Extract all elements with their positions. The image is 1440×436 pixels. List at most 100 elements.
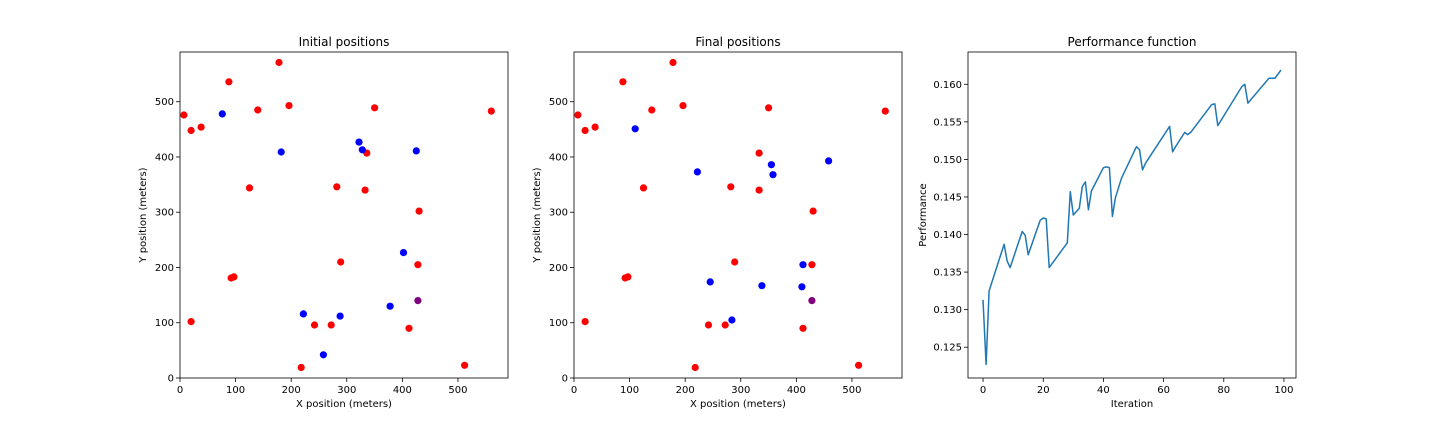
data-point-red xyxy=(245,184,254,192)
chart-panel-1: Initial positions 0 100 200 300 400 500 0 100 200… xyxy=(138,35,509,410)
y-tick-label: 0.130 xyxy=(933,305,962,316)
y-tick-label: 0.140 xyxy=(933,230,962,241)
data-point-red xyxy=(285,102,293,110)
data-point-red xyxy=(414,261,422,269)
chart-title: Final positions xyxy=(695,35,780,49)
y-tick-label: 0 xyxy=(168,374,174,385)
data-point-purple xyxy=(808,297,816,305)
data-point-red xyxy=(371,104,379,112)
y-tick-label: 400 xyxy=(549,152,568,163)
data-point-purple xyxy=(414,297,422,305)
data-point-red xyxy=(731,258,739,266)
x-tick-label: 100 xyxy=(226,385,245,396)
data-point-red xyxy=(855,361,863,369)
x-tick-label: 500 xyxy=(448,385,467,396)
data-point-red xyxy=(591,123,599,131)
data-point-red xyxy=(310,321,319,329)
x-tick-label: 200 xyxy=(676,385,695,396)
data-point-blue xyxy=(706,278,714,286)
chart-title: Initial positions xyxy=(299,35,390,49)
x-tick-label: 400 xyxy=(393,385,412,396)
y-tick-label: 0 xyxy=(562,374,568,385)
data-point-red xyxy=(639,184,648,192)
data-point-red xyxy=(721,321,729,329)
data-point-blue xyxy=(277,148,285,156)
data-point-red xyxy=(405,324,413,332)
chart-panel-2: Final positions 0 100 200 300 400 500 0 100 200 30… xyxy=(532,35,903,410)
data-point-blue xyxy=(758,282,766,290)
data-point-red xyxy=(461,361,469,369)
y-tick-label: 0.160 xyxy=(933,80,962,91)
data-point-red xyxy=(333,183,341,191)
data-point-red xyxy=(415,207,423,215)
y-tick-label: 300 xyxy=(155,208,174,219)
data-point-red xyxy=(669,58,677,67)
data-point-blue xyxy=(299,310,307,318)
y-tick-label: 200 xyxy=(549,263,568,274)
data-point-red xyxy=(225,78,233,86)
data-point-red xyxy=(327,321,335,329)
data-point-blue xyxy=(412,147,420,155)
axes-frame xyxy=(573,51,903,379)
data-point-red xyxy=(727,183,735,191)
data-point-red xyxy=(297,363,305,372)
data-point-blue xyxy=(631,125,639,133)
data-point-red xyxy=(187,318,195,326)
y-tick-label: 0.135 xyxy=(933,268,962,279)
x-tick-label: 200 xyxy=(282,385,301,396)
y-axis-label: Y position (meters) xyxy=(532,167,543,263)
data-point-red xyxy=(704,321,713,329)
x-tick-label: 20 xyxy=(1037,385,1050,396)
data-point-red xyxy=(619,78,627,86)
y-tick-label: 100 xyxy=(155,318,174,329)
data-point-red xyxy=(337,258,345,266)
x-tick-label: 500 xyxy=(842,385,861,396)
data-point-red xyxy=(581,318,589,326)
data-point-blue xyxy=(799,261,807,269)
data-point-red xyxy=(254,106,262,114)
y-tick-label: 500 xyxy=(549,97,568,108)
x-axis-label: X position (meters) xyxy=(296,399,392,410)
x-tick-label: 0 xyxy=(177,385,183,396)
data-point-red xyxy=(624,273,632,281)
x-tick-label: 300 xyxy=(731,385,750,396)
data-point-blue xyxy=(355,138,363,146)
y-tick-label: 100 xyxy=(549,318,568,329)
axes-frame xyxy=(179,51,509,379)
data-point-red xyxy=(755,149,763,157)
data-point-red xyxy=(755,186,763,194)
x-tick-label: 100 xyxy=(1274,385,1293,396)
chart-title: Performance function xyxy=(1068,35,1197,49)
data-point-blue xyxy=(358,146,366,154)
y-axis-label: Performance xyxy=(918,183,929,246)
y-tick-label: 0.145 xyxy=(933,192,962,203)
y-tick-label: 300 xyxy=(549,208,568,219)
x-tick-label: 300 xyxy=(337,385,356,396)
x-tick-label: 40 xyxy=(1097,385,1110,396)
data-point-red xyxy=(361,186,369,194)
axes-frame xyxy=(967,51,1297,379)
y-tick-label: 200 xyxy=(155,263,174,274)
x-tick-label: 60 xyxy=(1157,385,1170,396)
y-tick-label: 400 xyxy=(155,152,174,163)
data-point-red xyxy=(230,273,238,281)
data-point-blue xyxy=(399,249,408,257)
data-point-red xyxy=(197,123,205,131)
data-point-red xyxy=(808,261,816,269)
data-point-red xyxy=(180,111,188,119)
x-tick-label: 0 xyxy=(980,385,986,396)
data-point-red xyxy=(881,107,889,115)
data-point-red xyxy=(574,111,582,119)
data-point-blue xyxy=(728,316,736,324)
data-point-blue xyxy=(319,351,327,359)
data-point-red xyxy=(275,58,283,67)
x-tick-label: 400 xyxy=(787,385,806,396)
y-tick-label: 0.155 xyxy=(933,117,962,128)
data-point-blue xyxy=(336,312,344,320)
data-point-blue xyxy=(825,157,833,165)
data-point-red xyxy=(809,207,817,215)
data-point-blue xyxy=(798,283,806,291)
data-point-red xyxy=(691,363,699,372)
